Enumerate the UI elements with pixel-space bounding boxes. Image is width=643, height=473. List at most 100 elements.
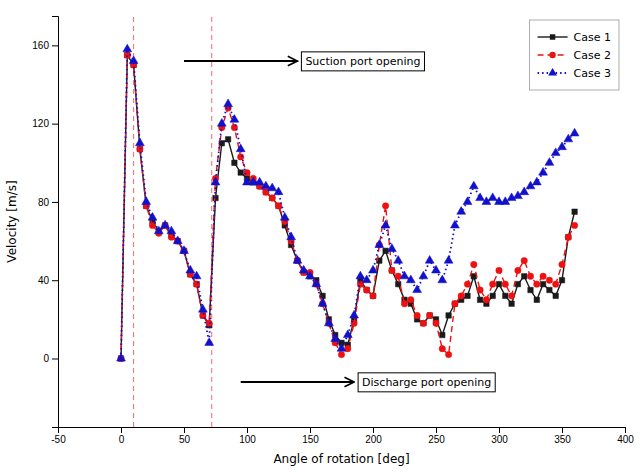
series-marker: [299, 265, 308, 273]
series-marker: [432, 265, 441, 273]
series-marker: [496, 267, 502, 273]
series-marker: [469, 181, 478, 189]
reference-line: [211, 16, 212, 427]
x-tick-label: 200: [365, 434, 382, 445]
series-marker: [545, 158, 554, 166]
legend-marker: [550, 34, 555, 39]
y-tick-label: 40: [38, 275, 50, 286]
series-marker: [129, 56, 138, 64]
series-marker: [401, 301, 407, 307]
series-marker: [324, 318, 333, 326]
x-tick-label: 100: [239, 434, 256, 445]
series-marker: [268, 183, 277, 191]
series-marker: [452, 301, 457, 306]
series-marker: [503, 293, 508, 298]
series-marker: [225, 137, 230, 142]
series-marker: [331, 334, 340, 342]
y-tick: 80: [38, 197, 58, 208]
series-marker: [362, 275, 371, 283]
series-marker: [547, 287, 552, 292]
series-marker: [446, 313, 451, 318]
series-marker: [180, 246, 189, 254]
series-line: [121, 55, 575, 358]
x-tick: 400: [617, 427, 634, 445]
series-marker: [445, 351, 451, 357]
y-axis-title: Velocity [m/s]: [5, 180, 19, 262]
series-marker: [135, 138, 144, 146]
series-marker: [534, 297, 539, 302]
series-marker: [382, 203, 388, 209]
series-marker: [483, 297, 489, 303]
x-axis-line: [59, 428, 626, 434]
series-marker: [539, 167, 548, 175]
series-marker: [488, 193, 497, 201]
series-marker: [364, 287, 369, 292]
series-marker: [476, 193, 485, 201]
x-tick-label: 50: [179, 434, 191, 445]
series-marker: [433, 320, 439, 326]
series-marker: [463, 197, 472, 205]
series-marker: [161, 220, 170, 228]
y-tick: 0: [43, 353, 58, 364]
series-marker: [287, 232, 296, 240]
series-marker: [427, 313, 432, 318]
series-marker: [217, 119, 226, 127]
series-marker: [394, 256, 403, 264]
x-tick-mark: [184, 427, 185, 433]
y-tick-label: 0: [43, 353, 49, 364]
series-marker: [142, 197, 151, 205]
series-marker: [276, 203, 281, 208]
x-tick: 200: [365, 427, 382, 445]
x-axis-title: Angle of rotation [deg]: [273, 452, 409, 466]
series-marker: [244, 169, 250, 175]
legend-frame: [530, 20, 619, 90]
x-tick-mark: [499, 427, 500, 433]
series-marker: [439, 346, 445, 352]
legend-marker: [549, 52, 555, 58]
series-marker: [213, 195, 218, 200]
annotation-arrow: [241, 381, 354, 383]
x-tick-mark: [562, 427, 563, 433]
series-marker: [269, 195, 275, 201]
series-marker: [421, 321, 426, 326]
x-tick-mark: [625, 427, 626, 433]
series-marker: [261, 181, 270, 189]
series-marker: [457, 207, 466, 215]
y-tick: 40: [38, 275, 58, 286]
series-marker: [471, 261, 477, 267]
y-tick-mark: [52, 202, 58, 203]
series-marker: [515, 267, 521, 273]
series-marker: [427, 312, 433, 318]
series-marker: [375, 240, 384, 248]
series-marker: [400, 271, 409, 279]
x-tick-label: 0: [119, 434, 125, 445]
series-line: [121, 49, 575, 358]
series-marker: [238, 154, 244, 160]
series-marker: [465, 293, 470, 298]
series-marker: [566, 234, 571, 239]
series-marker: [370, 293, 376, 299]
series-line: [121, 55, 575, 358]
series-marker: [532, 177, 541, 185]
series-marker: [508, 293, 514, 299]
series-marker: [356, 271, 365, 279]
annotation-text: Discharge port opening: [362, 376, 491, 389]
series: [118, 52, 577, 361]
series-marker: [186, 265, 195, 273]
series-marker: [425, 256, 434, 264]
series-marker: [464, 281, 470, 287]
series-marker: [527, 273, 533, 279]
series-marker: [123, 44, 132, 52]
x-tick: 50: [179, 427, 191, 445]
series-marker: [230, 115, 239, 123]
y-axis: 04080120160: [32, 17, 58, 428]
series-marker: [274, 187, 283, 195]
series-marker: [571, 222, 577, 228]
series-marker: [238, 170, 243, 175]
series-marker: [509, 301, 514, 306]
series-marker: [369, 265, 378, 273]
series-marker: [420, 320, 426, 326]
series-marker: [280, 212, 289, 220]
series-marker: [553, 293, 558, 298]
series-marker: [521, 257, 527, 263]
